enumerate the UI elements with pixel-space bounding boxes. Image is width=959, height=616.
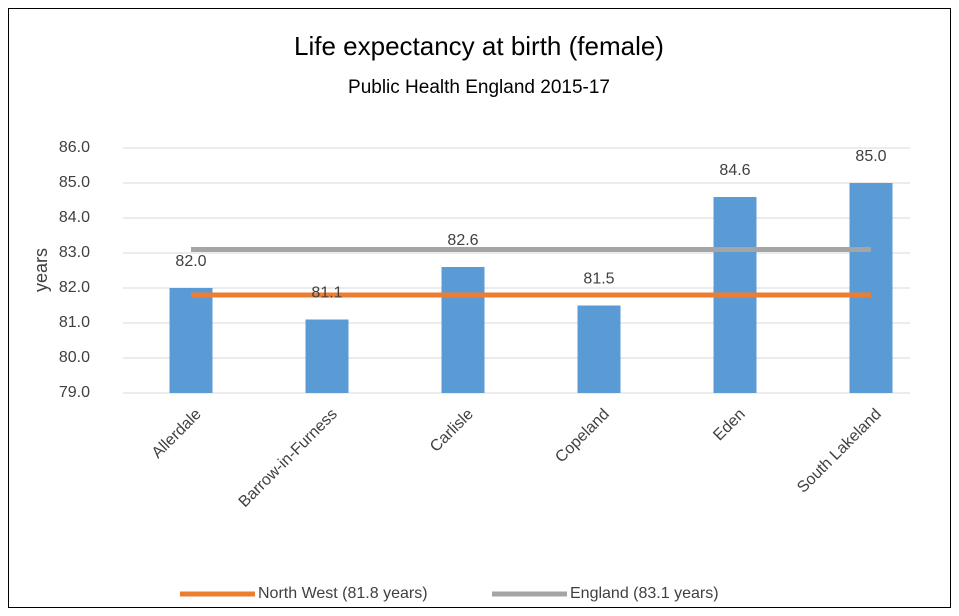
data-label: 84.6 bbox=[719, 162, 750, 179]
data-label: 82.0 bbox=[175, 253, 206, 270]
y-tick-label: 85.0 bbox=[59, 174, 90, 191]
chart-title: Life expectancy at birth (female) bbox=[294, 31, 664, 61]
y-tick-label: 86.0 bbox=[59, 139, 90, 156]
chart-subtitle: Public Health England 2015-17 bbox=[348, 77, 610, 98]
y-tick-label: 81.0 bbox=[59, 314, 90, 331]
y-axis-label: years bbox=[31, 248, 51, 292]
bar bbox=[577, 305, 621, 393]
data-label: 81.5 bbox=[583, 271, 614, 288]
y-tick-label: 79.0 bbox=[59, 384, 90, 401]
data-label: 81.1 bbox=[311, 285, 342, 302]
bar bbox=[305, 319, 349, 393]
data-label: 85.0 bbox=[855, 148, 886, 165]
y-tick-label: 82.0 bbox=[59, 279, 90, 296]
data-label: 82.6 bbox=[447, 232, 478, 249]
legend-label: England (83.1 years) bbox=[570, 585, 719, 602]
bar bbox=[849, 183, 893, 393]
y-tick-label: 83.0 bbox=[59, 244, 90, 261]
bar bbox=[169, 288, 213, 393]
y-tick-label: 84.0 bbox=[59, 209, 90, 226]
bar bbox=[441, 267, 485, 393]
legend-label: North West (81.8 years) bbox=[258, 585, 428, 602]
y-tick-label: 80.0 bbox=[59, 349, 90, 366]
